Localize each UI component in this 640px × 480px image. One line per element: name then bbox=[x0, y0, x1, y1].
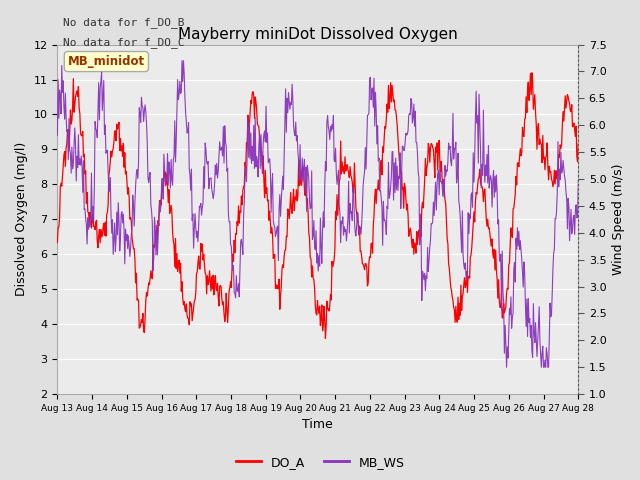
X-axis label: Time: Time bbox=[303, 419, 333, 432]
Legend: DO_A, MB_WS: DO_A, MB_WS bbox=[230, 451, 410, 474]
Y-axis label: Wind Speed (m/s): Wind Speed (m/s) bbox=[612, 164, 625, 275]
Text: No data for f_DO_C: No data for f_DO_C bbox=[63, 37, 184, 48]
Title: Mayberry miniDot Dissolved Oxygen: Mayberry miniDot Dissolved Oxygen bbox=[178, 27, 458, 42]
Text: No data for f_DO_B: No data for f_DO_B bbox=[63, 17, 184, 27]
Y-axis label: Dissolved Oxygen (mg/l): Dissolved Oxygen (mg/l) bbox=[15, 142, 28, 297]
Text: MB_minidot: MB_minidot bbox=[68, 55, 145, 68]
